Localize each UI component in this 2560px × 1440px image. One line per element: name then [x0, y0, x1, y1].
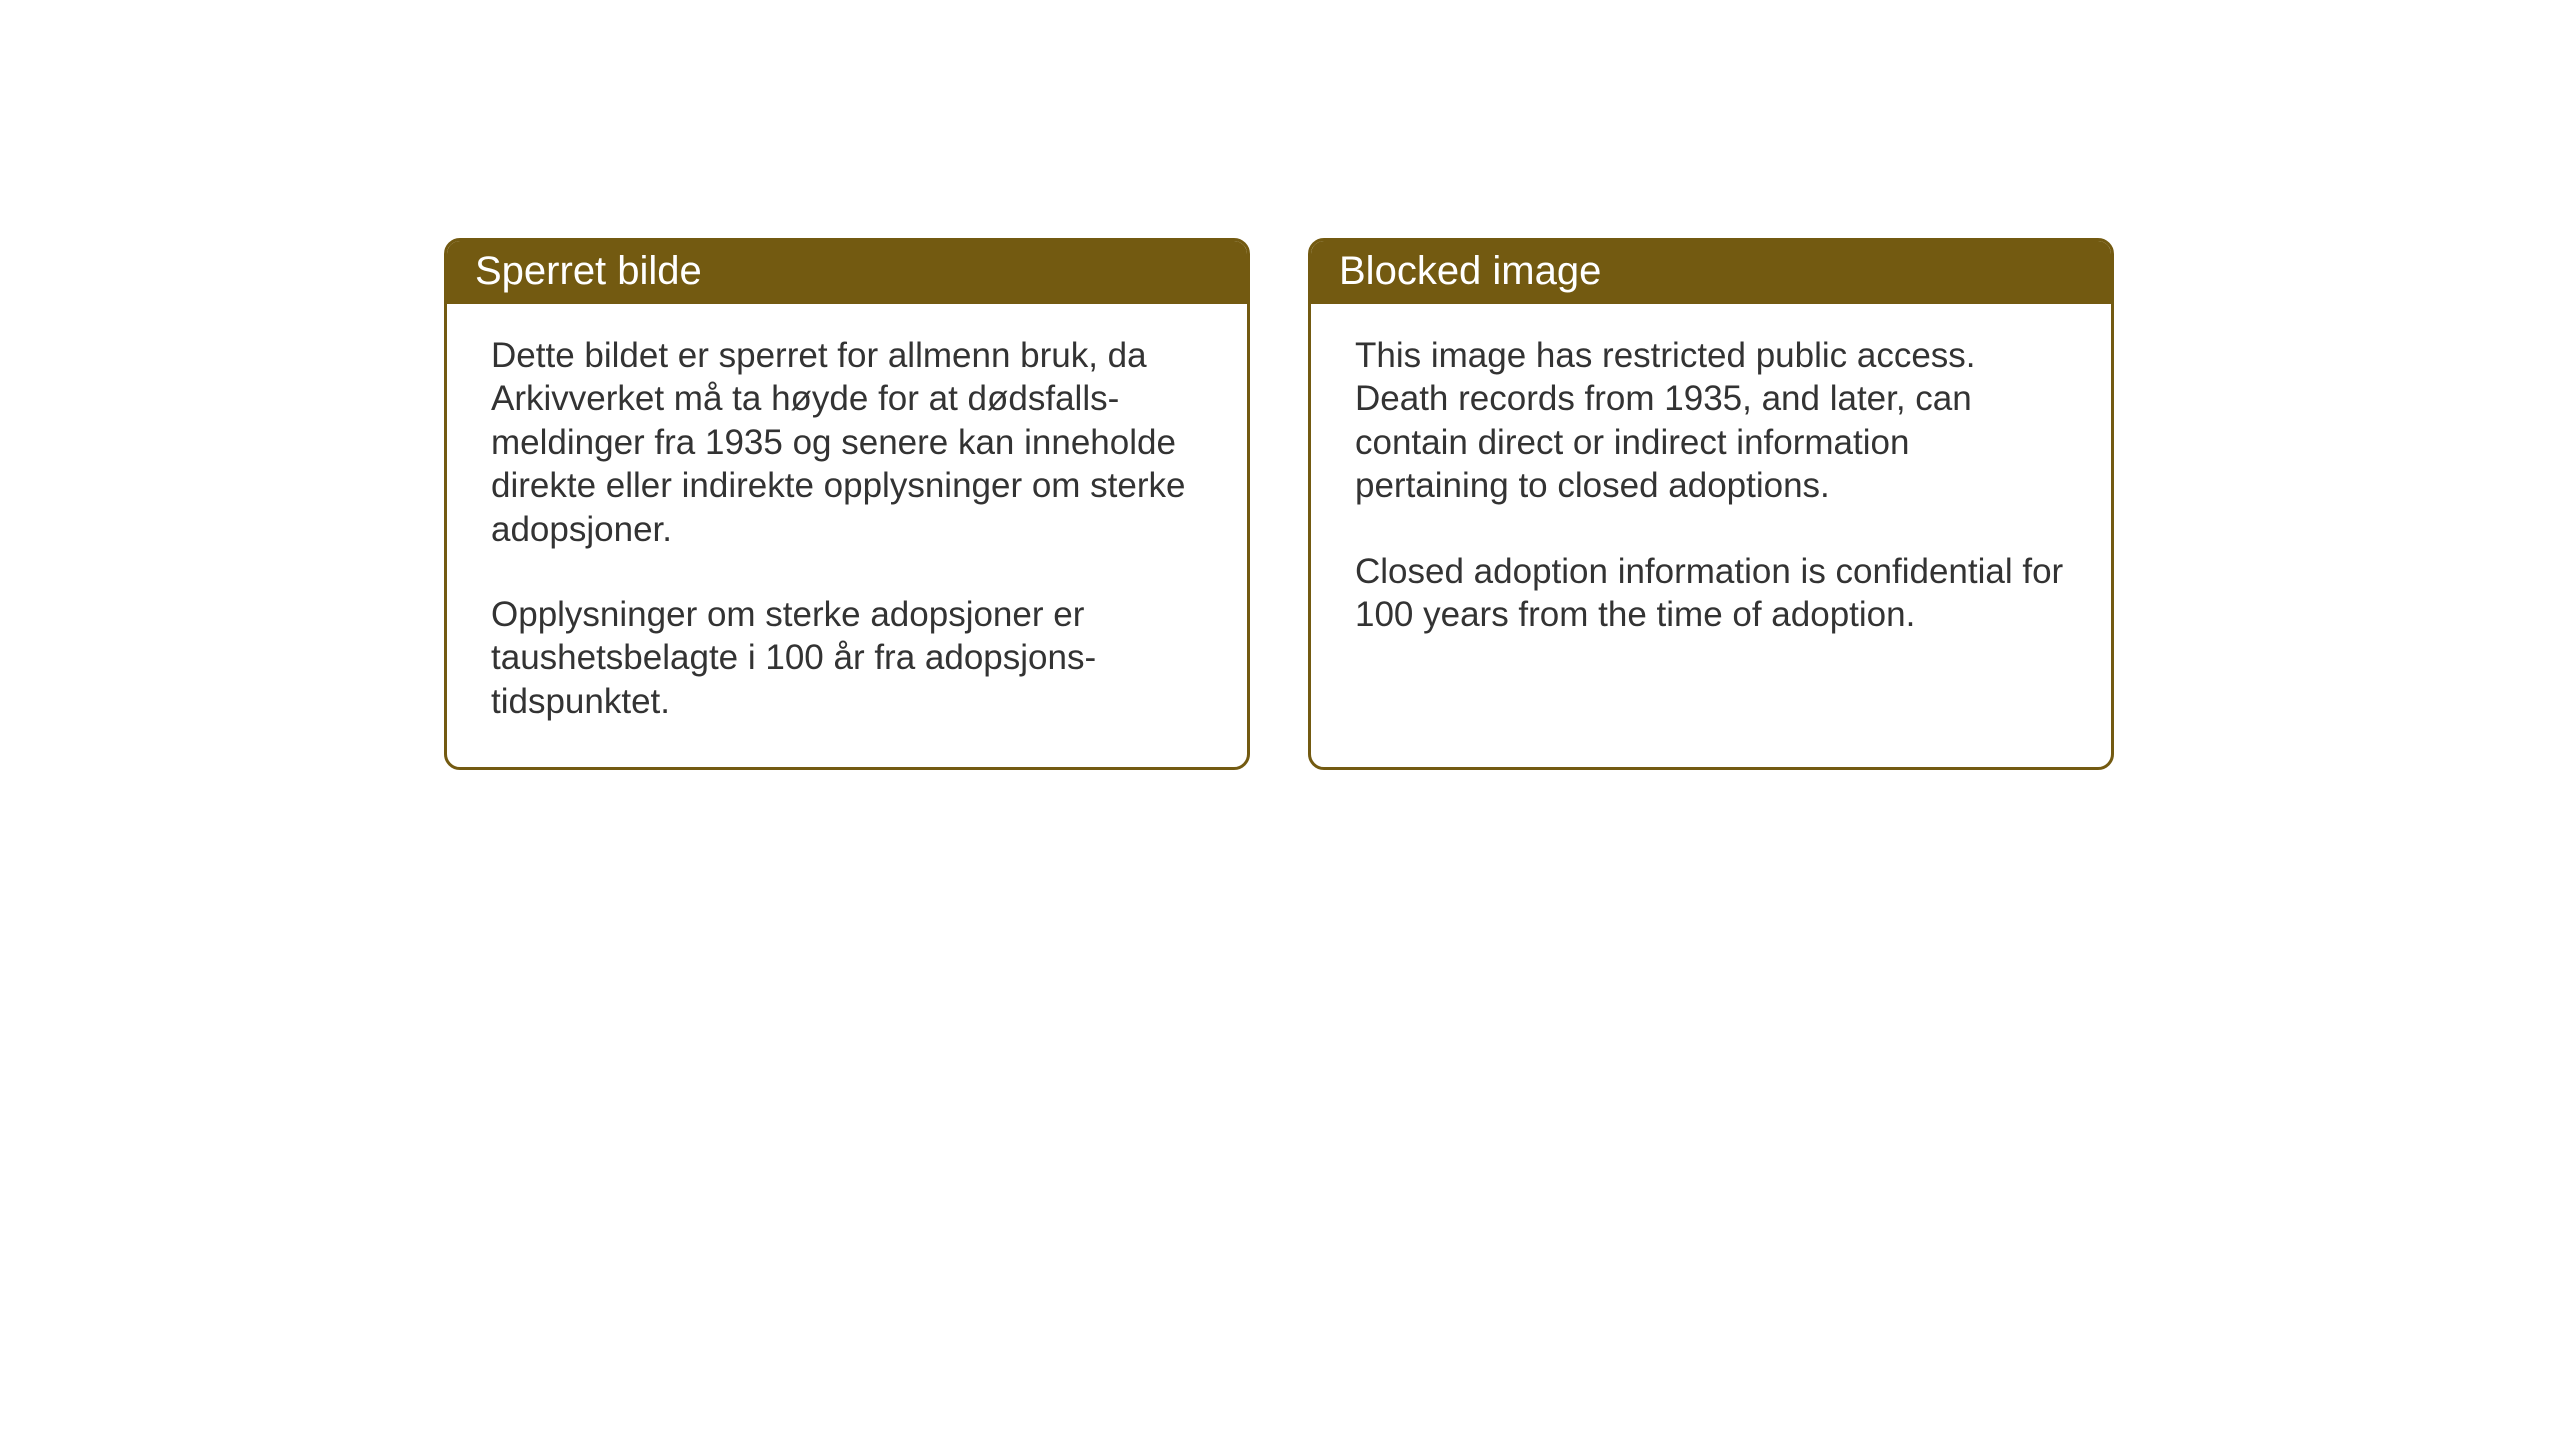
notice-paragraph: This image has restricted public access.…: [1355, 334, 2067, 508]
card-body: Dette bildet er sperret for allmenn bruk…: [447, 304, 1247, 767]
notice-card-norwegian: Sperret bilde Dette bildet er sperret fo…: [444, 238, 1250, 770]
notice-paragraph: Closed adoption information is confident…: [1355, 550, 2067, 637]
notice-card-english: Blocked image This image has restricted …: [1308, 238, 2114, 770]
card-body: This image has restricted public access.…: [1311, 304, 2111, 754]
notice-container: Sperret bilde Dette bildet er sperret fo…: [444, 238, 2114, 770]
card-header: Sperret bilde: [447, 241, 1247, 304]
notice-paragraph: Opplysninger om sterke adopsjoner er tau…: [491, 593, 1203, 723]
notice-paragraph: Dette bildet er sperret for allmenn bruk…: [491, 334, 1203, 551]
card-header: Blocked image: [1311, 241, 2111, 304]
